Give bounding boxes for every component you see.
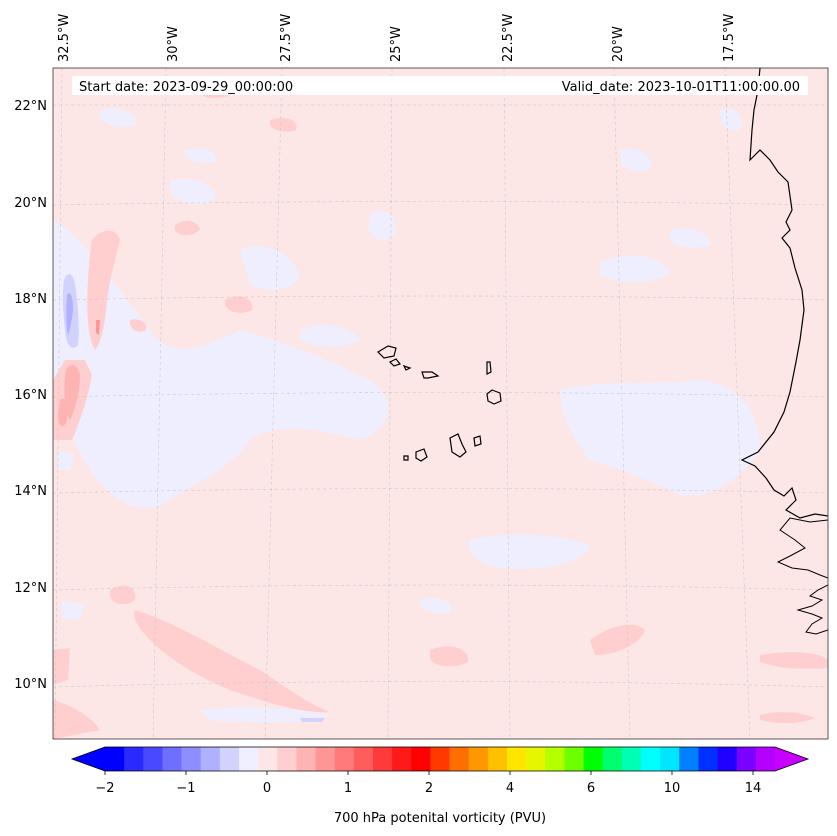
latitude-labels: 22°N 20°N 18°N 16°N 14°N 12°N 10°N (14, 99, 47, 692)
lon-label: 20°W (611, 26, 626, 62)
colorbar-bin (200, 747, 221, 771)
colorbar-bin (717, 747, 738, 771)
island-boa-vista (486, 389, 502, 405)
longitude-labels: 32.5°W 30°W 27.5°W 25°W 22.5°W 20°W 17.5… (57, 14, 737, 62)
lon-label: 17.5°W (722, 14, 737, 62)
colorbar-bin (660, 747, 680, 771)
colorbar-bin (468, 747, 489, 771)
african-coastline-south-2 (796, 584, 828, 635)
lat-label: 10°N (14, 677, 47, 692)
lat-label: 22°N (14, 99, 47, 114)
colorbar-bin (162, 747, 182, 771)
island-santiago (449, 433, 467, 458)
negative-pv-contours (53, 108, 760, 723)
island-sal (486, 361, 492, 375)
island-maio (473, 435, 482, 447)
lon-label: 27.5°W (279, 14, 294, 62)
lat-label: 14°N (14, 484, 47, 499)
lat-label: 16°N (14, 388, 47, 403)
colorbar-tick-label: 10 (664, 781, 681, 796)
colorbar-ticks (104, 771, 754, 775)
colorbar-bin (315, 747, 336, 771)
positive-pv-contours-strong (58, 320, 100, 427)
lon-label: 30°W (166, 26, 181, 62)
colorbar-bin (641, 747, 661, 771)
colorbar-bin (507, 747, 527, 771)
colorbar-bin (430, 747, 450, 771)
date-banner (72, 76, 808, 95)
island-brava (403, 455, 409, 461)
colorbar-tick-label: 14 (745, 781, 762, 796)
colorbar-bin (679, 747, 699, 771)
island-santo-antao (377, 345, 397, 359)
cape-verde-islands (377, 345, 502, 462)
lat-label: 20°N (14, 196, 47, 211)
colorbar-bin (755, 747, 776, 771)
colorbar-bin (621, 747, 642, 771)
colorbar-extend-high (775, 747, 808, 771)
colorbar-bin (564, 747, 584, 771)
colorbar-extend-low (72, 747, 105, 771)
start-date-text: Start date: 2023-09-29_00:00:00 (79, 80, 293, 95)
colorbar-bin (411, 747, 431, 771)
island-sao-nicolau (402, 364, 440, 379)
colorbar-tick-label: 0 (263, 781, 271, 796)
colorbar-bin (258, 747, 278, 771)
colorbar-bin (373, 747, 393, 771)
colorbar-tick-label: −2 (95, 781, 114, 796)
colorbar-bin (181, 747, 202, 771)
colorbar: −2 −1 0 1 2 4 6 10 14 700 hPa potenital … (70, 746, 810, 826)
colorbar-bin (736, 747, 757, 771)
colorbar-bin (698, 747, 718, 771)
colorbar-bin (143, 747, 163, 771)
colorbar-bin (602, 747, 623, 771)
african-coastline-south (776, 517, 828, 579)
colorbar-label: 700 hPa potenital vorticity (PVU) (334, 811, 546, 826)
gridlines (53, 68, 828, 739)
colorbar-bin (545, 747, 565, 771)
colorbar-bin (449, 747, 470, 771)
colorbar-bin (526, 747, 546, 771)
colorbar-bin (334, 747, 355, 771)
lon-label: 32.5°W (57, 14, 72, 62)
colorbar-tick-label: 6 (587, 781, 595, 796)
colorbar-bin (296, 747, 316, 771)
lon-label: 22.5°W (501, 14, 516, 62)
colorbar-bin (219, 747, 240, 771)
valid-date-text: Valid_date: 2023-10-01T11:00:00.00 (562, 80, 800, 95)
island-sao-vicente (388, 358, 402, 367)
colorbar-bin (583, 747, 604, 771)
colorbar-bins (105, 747, 776, 771)
colorbar-tick-labels: −2 −1 0 1 2 4 6 10 14 (95, 781, 761, 796)
colorbar-bin (392, 747, 412, 771)
colorbar-bin (124, 747, 144, 771)
map-frame (52, 67, 829, 740)
lat-label: 12°N (14, 581, 47, 596)
colorbar-bin (105, 747, 125, 771)
lon-label: 25°W (389, 26, 404, 62)
colorbar-tick-label: 4 (506, 781, 514, 796)
negative-pv-contours-strong (62, 274, 325, 722)
african-coastline (740, 68, 828, 519)
colorbar-tick-label: 2 (425, 781, 433, 796)
colorbar-bin (487, 747, 508, 771)
lat-label: 18°N (14, 292, 47, 307)
island-fogo (415, 448, 428, 462)
colorbar-tick-label: −1 (176, 781, 195, 796)
colorbar-tick-label: 1 (344, 781, 352, 796)
colorbar-bin (353, 747, 374, 771)
colorbar-bin (277, 747, 297, 771)
map-panel[interactable] (53, 68, 828, 739)
colorbar-bin (239, 747, 259, 771)
